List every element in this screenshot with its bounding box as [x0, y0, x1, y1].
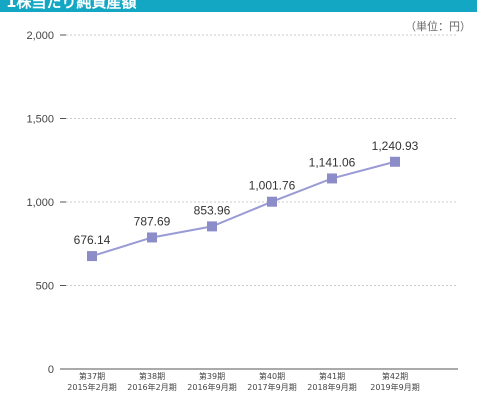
label-layer: 676.14 787.69 853.96 1,001.76 1,141.06 1,240.…: [74, 139, 419, 247]
y-tick-label: 1,000: [26, 197, 54, 209]
series-layer: [87, 156, 400, 262]
x-tick-label-date: 2016年2月期: [127, 382, 176, 392]
header-bar: 1株当たり純資産額: [0, 0, 477, 12]
x-tick-label-date: 2015年2月期: [67, 382, 116, 392]
x-tick-label-date: 2017年9月期: [247, 382, 296, 392]
axis-layer: 05001,0001,5002,000第37期2015年2月期第38期2016年…: [26, 30, 458, 392]
chart-title: 1株当たり純資産額: [6, 0, 137, 11]
x-tick-label-period: 第39期: [199, 371, 225, 381]
data-point: [267, 196, 277, 207]
x-tick-label-period: 第42期: [382, 371, 408, 381]
y-tick-label: 2,000: [26, 30, 54, 42]
data-point: [147, 232, 157, 243]
data-label: 1,141.06: [309, 155, 356, 169]
x-tick-label-period: 第38期: [139, 371, 165, 381]
data-point: [87, 251, 97, 262]
x-tick-label-period: 第40期: [259, 371, 285, 381]
x-tick-label-date: 2019年9月期: [370, 382, 419, 392]
data-point: [390, 156, 400, 167]
data-point: [207, 221, 217, 232]
data-label: 1,240.93: [372, 139, 419, 153]
data-label: 853.96: [194, 203, 231, 217]
x-tick-label-period: 第41期: [319, 371, 345, 381]
y-tick-label: 500: [36, 281, 54, 293]
data-label: 676.14: [74, 233, 111, 247]
x-tick-label-date: 2016年9月期: [187, 382, 236, 392]
y-tick-label: 0: [48, 364, 54, 376]
series-line: [91, 160, 396, 258]
y-tick-label: 1,500: [26, 114, 54, 126]
x-tick-label-period: 第37期: [79, 371, 105, 381]
unit-label: （単位：円）: [405, 20, 471, 33]
data-label: 787.69: [134, 214, 171, 228]
data-label: 1,001.76: [249, 179, 296, 193]
grid-layer: [66, 34, 458, 286]
data-point: [327, 173, 337, 184]
x-tick-label-date: 2018年9月期: [307, 382, 356, 392]
